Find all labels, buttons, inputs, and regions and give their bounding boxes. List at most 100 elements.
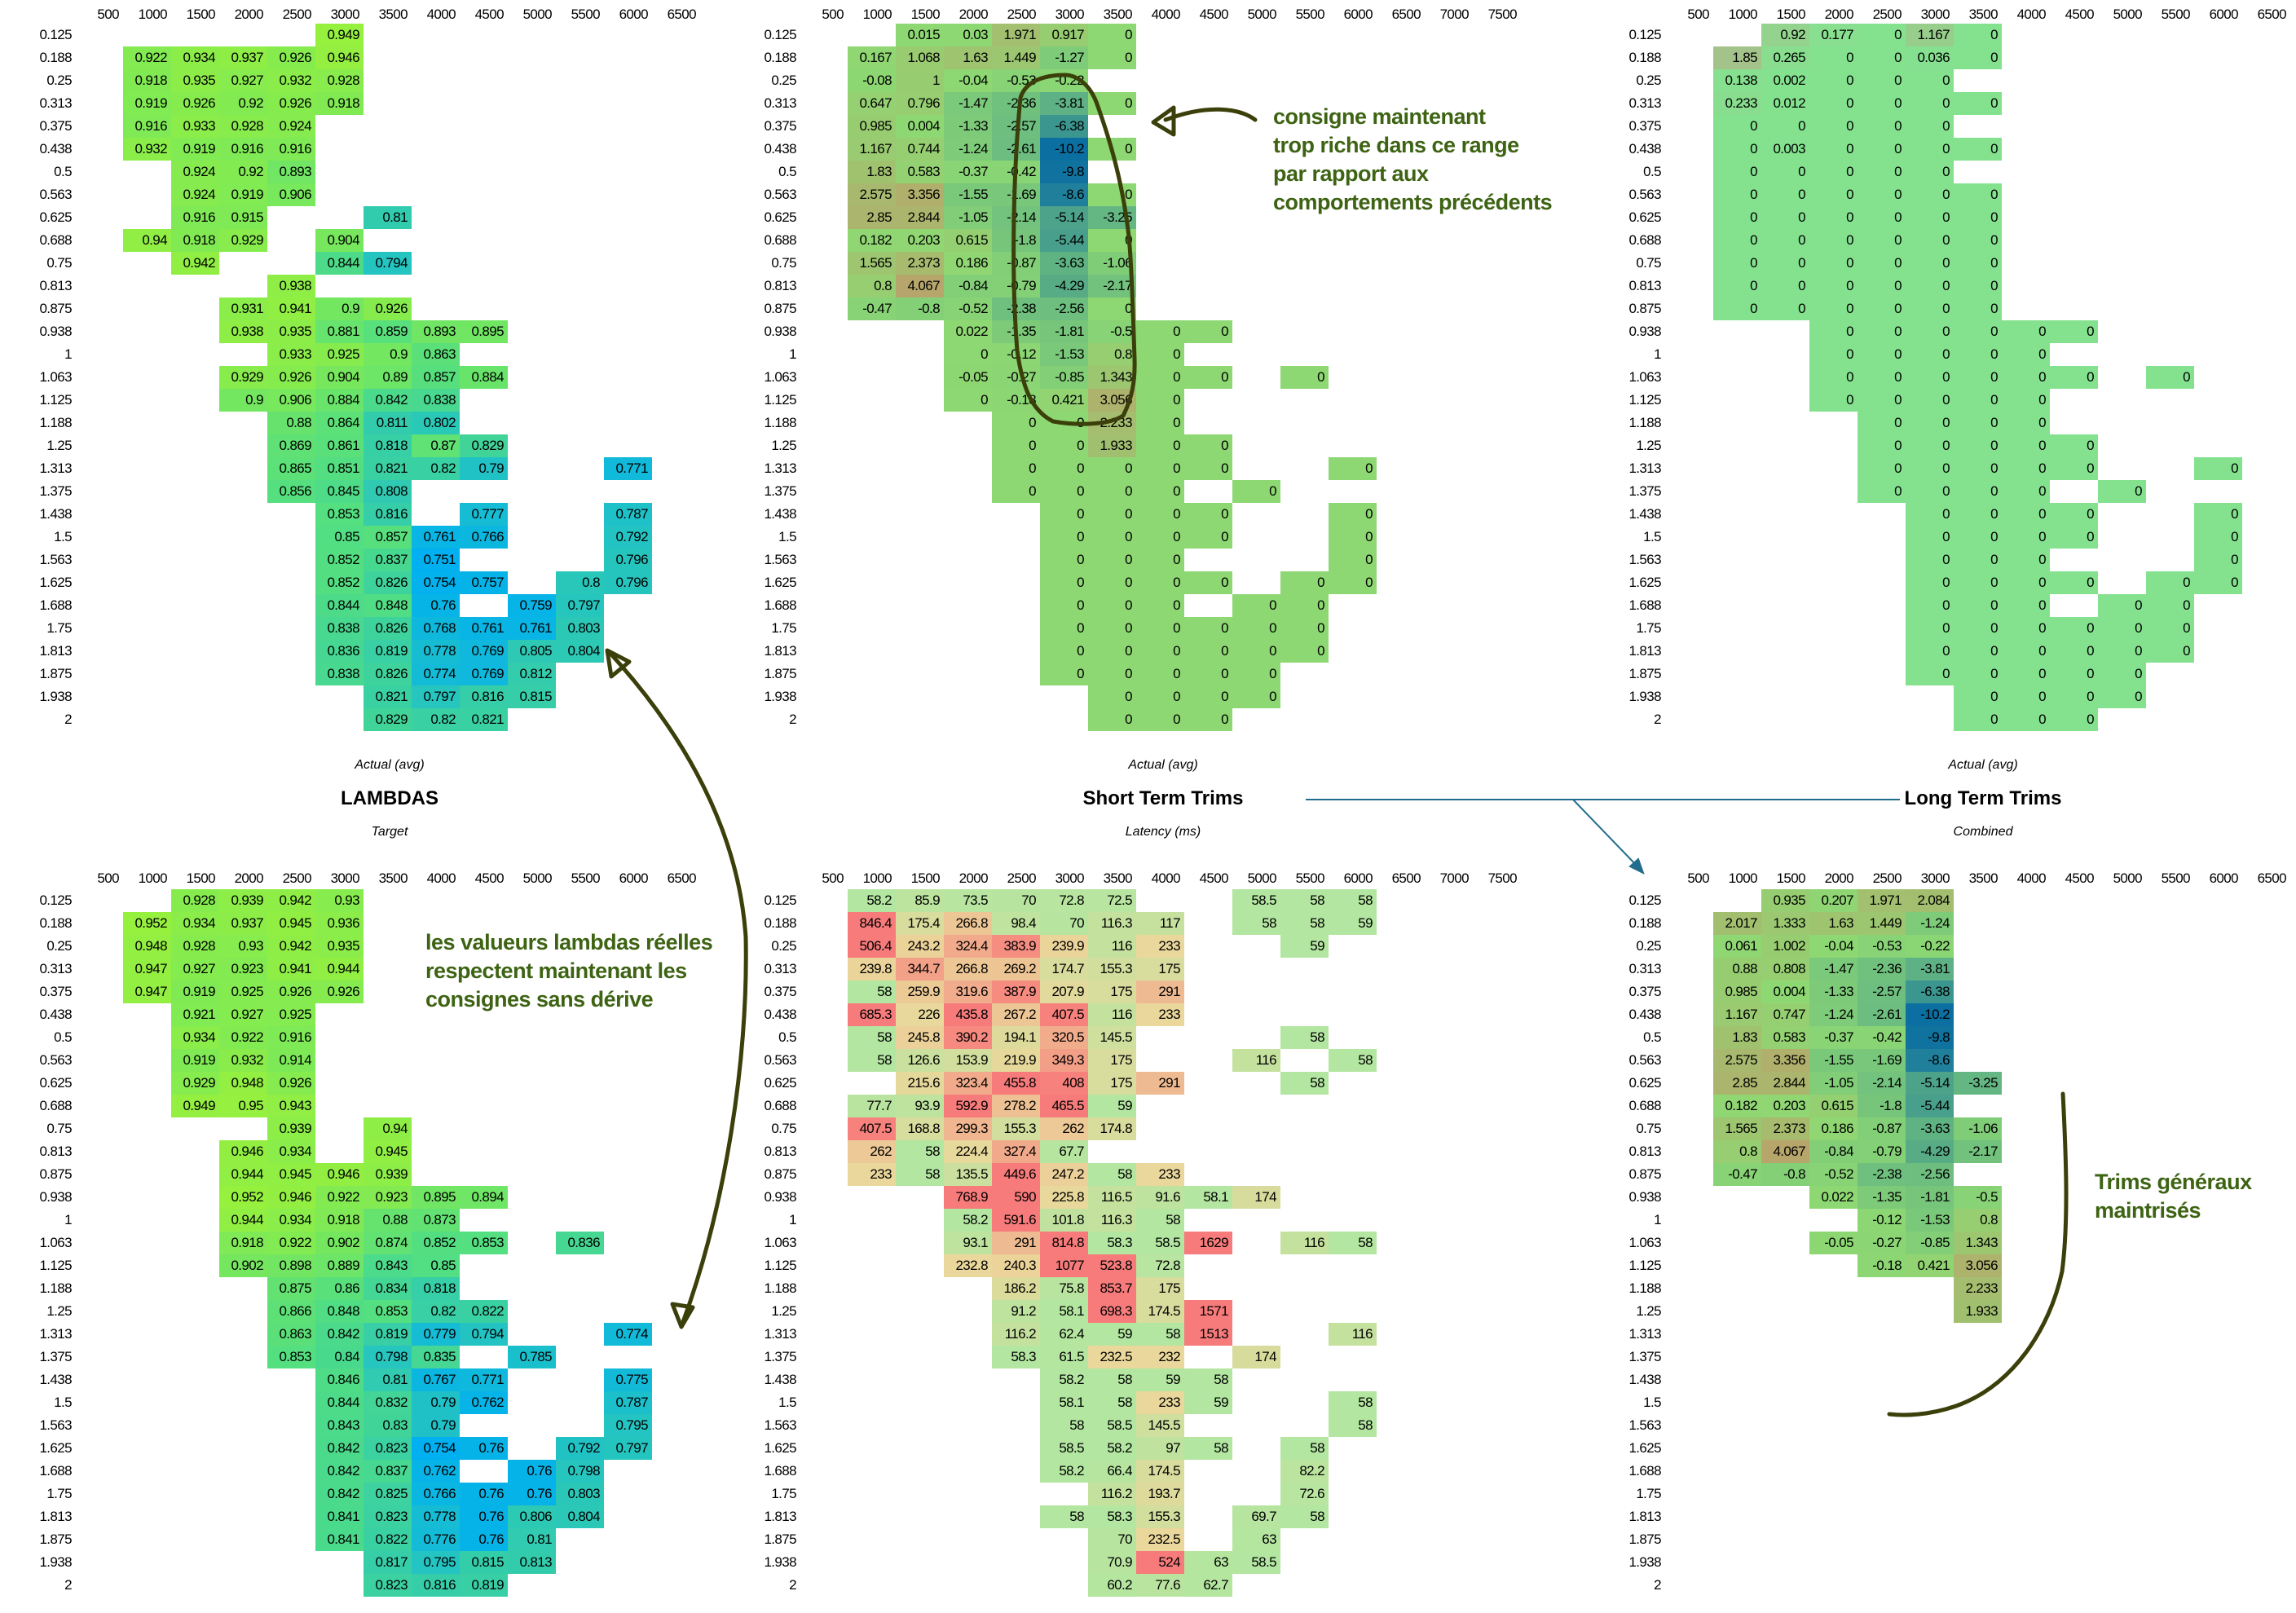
- heatmap-cell: 72.6: [1280, 1483, 1329, 1505]
- heatmap-cell: 465.5: [1040, 1095, 1088, 1117]
- heatmap-cell: 0: [1954, 206, 2002, 229]
- x-tick-label: 5500: [2161, 870, 2191, 886]
- heatmap-cell: 0.944: [315, 958, 364, 981]
- heatmap-cell: 3.056: [1088, 389, 1136, 412]
- heatmap-cell: 0.796: [604, 549, 652, 571]
- heatmap-cell: 58: [1040, 1505, 1088, 1528]
- heatmap-cell: 0: [1858, 69, 1906, 92]
- heatmap-cell: -5.44: [1906, 1095, 1954, 1117]
- x-tick-label: 4500: [1199, 870, 1229, 886]
- y-tick-label: 1.125: [764, 1258, 796, 1273]
- heatmap-cell: 0: [1184, 640, 1232, 663]
- x-tick-label: 1500: [1776, 7, 1806, 22]
- heatmap-cell: 0: [1184, 457, 1232, 480]
- heatmap-cell: 0: [1809, 343, 1858, 366]
- heatmap-cell: 0: [1329, 571, 1377, 594]
- heatmap-cell: 58: [1088, 1368, 1136, 1391]
- x-tick-label: 5000: [522, 7, 553, 22]
- heatmap-cell: 0.821: [364, 457, 412, 480]
- y-tick-label: 1.188: [1628, 1280, 1661, 1296]
- heatmap-cell: 0.918: [171, 229, 219, 252]
- heatmap-cell: 0: [1954, 297, 2002, 320]
- heatmap-cell: 0.751: [412, 549, 460, 571]
- heatmap-cell: 0.792: [556, 1437, 604, 1460]
- y-tick-label: 1.5: [778, 1395, 796, 1410]
- heatmap-cell: 0: [1136, 685, 1184, 708]
- heatmap-cell: 0: [1954, 434, 2002, 457]
- heatmap-cell: 0.928: [315, 69, 364, 92]
- y-tick-label: 1.813: [1628, 643, 1661, 659]
- heatmap-cell: 175: [1088, 981, 1136, 1003]
- heatmap-cell: 0.002: [1761, 69, 1809, 92]
- heatmap-cell: 0.816: [460, 685, 508, 708]
- y-tick-label: 0.5: [54, 164, 72, 179]
- heatmap-cell: 1.933: [1954, 1300, 2002, 1323]
- heatmap-cell: 0.8: [848, 275, 896, 297]
- heatmap-cell: 155.3: [1088, 958, 1136, 981]
- y-tick-label: 1.5: [1643, 529, 1661, 544]
- heatmap-cell: 0.938: [219, 320, 267, 343]
- heatmap-cell: 0: [1040, 549, 1088, 571]
- heatmap-cell: 0.861: [315, 434, 364, 457]
- heatmap-cell: -0.5: [1088, 320, 1136, 343]
- heatmap-cell: 0.8: [1954, 1209, 2002, 1232]
- heatmap-cell: 3.056: [1954, 1254, 2002, 1277]
- y-tick-label: 1.063: [39, 369, 72, 385]
- heatmap-cell: 193.7: [1136, 1483, 1184, 1505]
- heatmap-cell: -0.84: [1809, 1140, 1858, 1163]
- heatmap-cell: 0.93: [315, 889, 364, 912]
- x-tick-label: 2500: [1872, 7, 1902, 22]
- y-tick-label: 0.188: [764, 915, 796, 931]
- y-tick-label: 1.938: [1628, 1554, 1661, 1570]
- heatmap-cell: 0: [2194, 503, 2242, 526]
- heatmap-cell: 0: [1088, 183, 1136, 206]
- heatmap-cell: 0.875: [267, 1277, 315, 1300]
- heatmap-cell: 0.925: [267, 1003, 315, 1026]
- y-tick-label: 1.688: [764, 597, 796, 613]
- heatmap-cell: 0: [1906, 549, 1954, 571]
- y-tick-label: 0.688: [764, 232, 796, 248]
- heatmap-cell: 0: [1906, 366, 1954, 389]
- heatmap-cell: 0: [2050, 708, 2098, 731]
- heatmap-cell: 0.927: [171, 958, 219, 981]
- heatmap-cell: -1.81: [1906, 1186, 1954, 1209]
- heatmap-cell: 126.6: [896, 1049, 944, 1072]
- heatmap-cell: 591.6: [992, 1209, 1040, 1232]
- x-tick-label: 4000: [1151, 7, 1181, 22]
- heatmap-cell: 0.893: [412, 320, 460, 343]
- heatmap-cell: 523.8: [1088, 1254, 1136, 1277]
- x-tick-label: 1500: [910, 870, 941, 886]
- heatmap-cell: 0.233: [1713, 92, 1761, 115]
- heatmap-cell: 97: [1136, 1437, 1184, 1460]
- x-tick-label: 2000: [234, 870, 264, 886]
- heatmap-cell: 0: [1761, 206, 1809, 229]
- y-tick-label: 1.313: [39, 461, 72, 476]
- heatmap-cell: 0: [2002, 640, 2050, 663]
- heatmap-cell: 58.2: [1088, 1437, 1136, 1460]
- heatmap-cell: 0.946: [315, 46, 364, 69]
- heatmap-cell: 0: [1954, 46, 2002, 69]
- heatmap-cell: 0.842: [315, 1460, 364, 1483]
- heatmap-cell: 72.5: [1088, 889, 1136, 912]
- y-tick-label: 1.563: [1628, 1417, 1661, 1433]
- heatmap-cell: 0.203: [1761, 1095, 1809, 1117]
- heatmap-cell: 240.3: [992, 1254, 1040, 1277]
- y-tick-label: 0.938: [764, 324, 796, 339]
- y-tick-label: 0.5: [778, 1029, 796, 1045]
- x-tick-label: 6000: [1343, 7, 1373, 22]
- y-tick-label: 0.563: [1628, 1052, 1661, 1068]
- heatmap-cell: 70.9: [1088, 1551, 1136, 1574]
- y-tick-label: 0.438: [39, 141, 72, 156]
- y-tick-label: 1.563: [39, 552, 72, 567]
- y-tick-label: 0.125: [39, 892, 72, 908]
- heatmap-cell: 383.9: [992, 935, 1040, 958]
- heatmap-cell: 0.941: [267, 297, 315, 320]
- heatmap-cell: 0.944: [219, 1209, 267, 1232]
- heatmap-cell: 0.864: [315, 412, 364, 434]
- y-tick-label: 1.188: [39, 415, 72, 430]
- heatmap-cell: 0.823: [364, 1505, 412, 1528]
- x-tick-label: 6000: [1343, 870, 1373, 886]
- heatmap-cell: 168.8: [896, 1117, 944, 1140]
- heatmap-cell: 0.787: [604, 1391, 652, 1414]
- heatmap-cell: 0: [1809, 69, 1858, 92]
